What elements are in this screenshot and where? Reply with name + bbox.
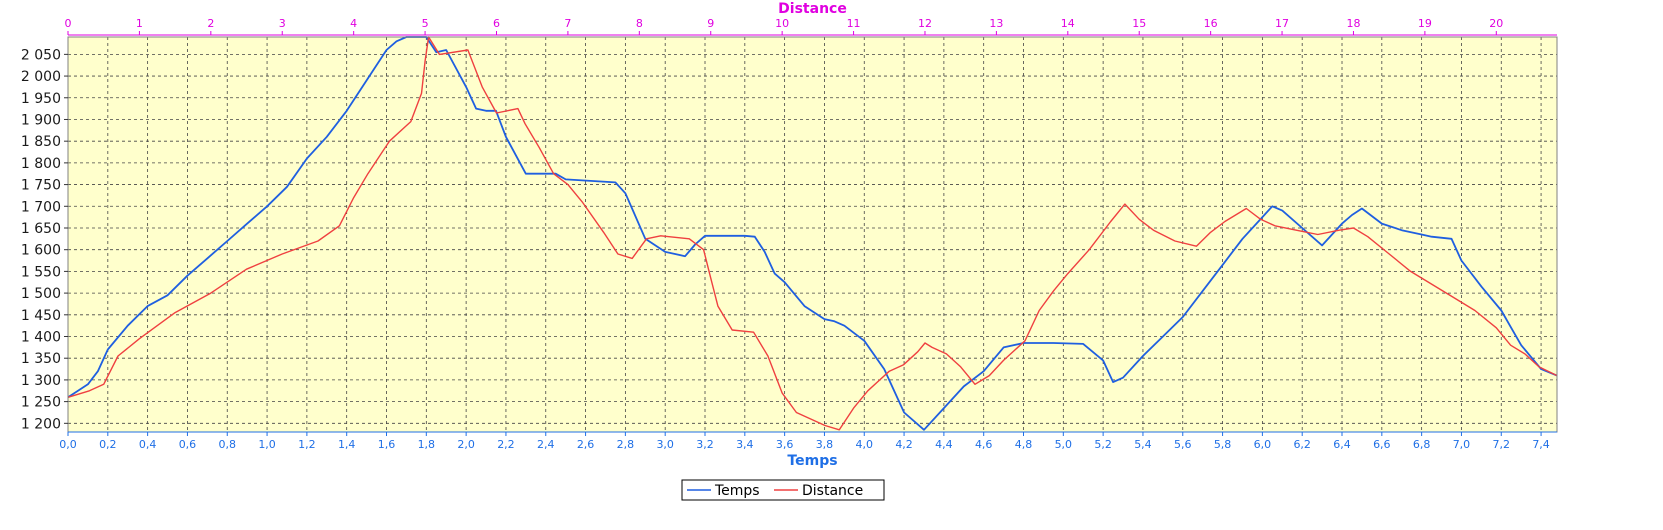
legend-label-distance: Distance bbox=[802, 483, 863, 499]
x2-tick-label: 5 bbox=[422, 17, 429, 30]
x2-tick-label: 7 bbox=[564, 17, 571, 30]
legend-label-temps: Temps bbox=[714, 483, 760, 499]
y-tick-label: 1 450 bbox=[21, 308, 61, 324]
x-tick-label: 0,4 bbox=[139, 438, 157, 451]
y-tick-label: 1 750 bbox=[21, 178, 61, 194]
x2-tick-label: 6 bbox=[493, 17, 500, 30]
x-tick-label: 2,2 bbox=[497, 438, 515, 451]
y-tick-label: 1 800 bbox=[21, 156, 61, 172]
y-tick-label: 1 900 bbox=[21, 112, 61, 128]
x-axis-bottom: 0,0 0,2 0,4 0,6 0,8 1,0 1,2 1,4 1,6 1,8 2,0 2,2 2,4 2… bbox=[59, 431, 1557, 451]
x-tick-label: 4,0 bbox=[856, 438, 874, 451]
x-tick-label: 1,2 bbox=[298, 438, 316, 451]
x2-tick-label: 20 bbox=[1489, 17, 1503, 30]
x2-tick-label: 15 bbox=[1132, 17, 1146, 30]
y-tick-label: 1 400 bbox=[21, 330, 61, 346]
x2-tick-label: 19 bbox=[1418, 17, 1432, 30]
x2-tick-label: 10 bbox=[775, 17, 789, 30]
y-tick-label: 1 300 bbox=[21, 373, 61, 389]
x2-tick-label: 4 bbox=[350, 17, 357, 30]
y-tick-label: 1 250 bbox=[21, 395, 61, 411]
y-tick-label: 1 850 bbox=[21, 134, 61, 150]
x-tick-label: 2,0 bbox=[457, 438, 475, 451]
x-tick-label: 5,8 bbox=[1214, 438, 1232, 451]
x-tick-label: 3,6 bbox=[776, 438, 794, 451]
plot-background bbox=[68, 37, 1557, 432]
x2-tick-label: 1 bbox=[136, 17, 143, 30]
y-tick-label: 1 200 bbox=[21, 416, 61, 432]
x-tick-label: 7,2 bbox=[1493, 438, 1511, 451]
y-tick-label: 2 050 bbox=[21, 47, 61, 63]
y-tick-label: 1 500 bbox=[21, 286, 61, 302]
x2-tick-label: 0 bbox=[65, 17, 72, 30]
y-axis: 1 200 1 250 1 300 1 350 1 400 1 450 1 500 1 550… bbox=[21, 47, 68, 432]
x2-tick-label: 16 bbox=[1204, 17, 1218, 30]
x2-tick-label: 3 bbox=[279, 17, 286, 30]
x-tick-label: 6,8 bbox=[1413, 438, 1431, 451]
x-tick-label: 1,8 bbox=[418, 438, 436, 451]
x-tick-label: 0,0 bbox=[59, 438, 77, 451]
x-tick-label: 7,4 bbox=[1532, 438, 1550, 451]
x2-tick-label: 2 bbox=[207, 17, 214, 30]
series-line-temps bbox=[67, 36, 1558, 431]
x-tick-label: 4,4 bbox=[935, 438, 953, 451]
legend: Temps Distance bbox=[681, 479, 885, 501]
x-tick-label: 3,0 bbox=[656, 438, 674, 451]
x-tick-label: 4,8 bbox=[1015, 438, 1033, 451]
y-tick-label: 1 600 bbox=[21, 243, 61, 259]
x-tick-label: 2,6 bbox=[577, 438, 595, 451]
y-tick-label: 1 650 bbox=[21, 221, 61, 237]
y-tick-label: 1 700 bbox=[21, 199, 61, 215]
x2-tick-label: 18 bbox=[1346, 17, 1360, 30]
x-axis-title-bottom: Temps bbox=[787, 453, 837, 469]
x-tick-label: 2,8 bbox=[617, 438, 635, 451]
x-tick-label: 1,0 bbox=[258, 438, 276, 451]
series-line-distance bbox=[67, 36, 1558, 431]
x-tick-label: 1,6 bbox=[378, 438, 396, 451]
x-tick-label: 6,2 bbox=[1293, 438, 1311, 451]
x-tick-label: 0,6 bbox=[179, 438, 197, 451]
x-tick-label: 3,2 bbox=[696, 438, 714, 451]
x-tick-label: 5,4 bbox=[1134, 438, 1152, 451]
x-tick-label: 3,4 bbox=[736, 438, 754, 451]
y-tick-label: 1 350 bbox=[21, 351, 61, 367]
x-tick-label: 4,2 bbox=[895, 438, 913, 451]
x-tick-label: 0,8 bbox=[219, 438, 237, 451]
x-tick-label: 3,8 bbox=[816, 438, 834, 451]
x-tick-label: 4,6 bbox=[975, 438, 993, 451]
y-tick-label: 1 550 bbox=[21, 264, 61, 280]
x2-tick-label: 8 bbox=[636, 17, 643, 30]
y-tick-label: 1 950 bbox=[21, 91, 61, 107]
x-tick-label: 5,0 bbox=[1055, 438, 1073, 451]
x-tick-label: 2,4 bbox=[537, 438, 555, 451]
x2-tick-label: 13 bbox=[989, 17, 1003, 30]
gridlines bbox=[67, 37, 1557, 432]
x-tick-label: 6,0 bbox=[1254, 438, 1272, 451]
x2-tick-label: 12 bbox=[918, 17, 932, 30]
x2-tick-label: 11 bbox=[847, 17, 861, 30]
y-tick-label: 2 000 bbox=[21, 69, 61, 85]
x-tick-label: 1,4 bbox=[338, 438, 356, 451]
x-tick-label: 0,2 bbox=[99, 438, 117, 451]
x-tick-label: 7,0 bbox=[1453, 438, 1471, 451]
x-axis-title-top: Distance bbox=[778, 1, 847, 17]
x2-tick-label: 17 bbox=[1275, 17, 1289, 30]
x2-tick-label: 14 bbox=[1061, 17, 1075, 30]
x2-tick-label: 9 bbox=[707, 17, 714, 30]
x-tick-label: 6,4 bbox=[1333, 438, 1351, 451]
x-axis-top: 0 1 2 3 4 5 6 7 8 9 10 11 12 13 14 15 16 17 18 19 20 bbox=[65, 17, 1557, 36]
x-tick-label: 5,2 bbox=[1094, 438, 1112, 451]
x-tick-label: 6,6 bbox=[1373, 438, 1391, 451]
x-tick-label: 5,6 bbox=[1174, 438, 1192, 451]
series-lines bbox=[67, 36, 1558, 431]
